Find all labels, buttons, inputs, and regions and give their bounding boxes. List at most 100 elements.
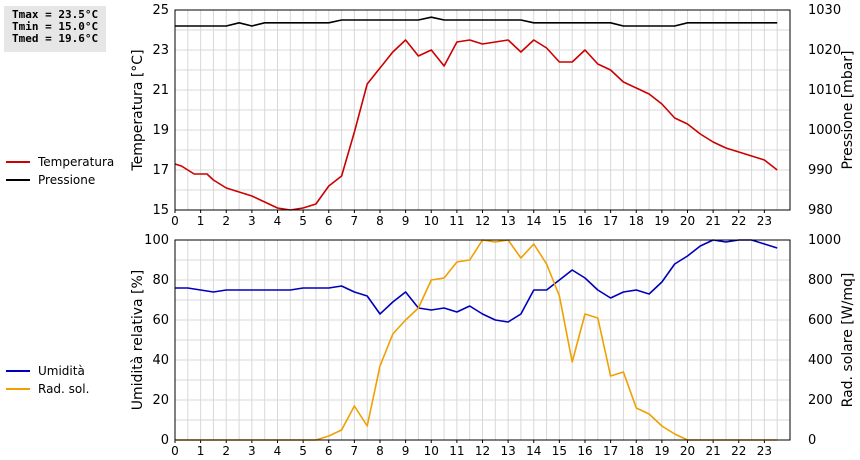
top-y-tick-label: 15	[152, 203, 169, 218]
bottom-frame	[174, 239, 791, 441]
bottom-x-tick-label: 13	[500, 444, 515, 458]
bottom-y-right-axis-label: Rad. solare [W/mq]	[840, 273, 856, 408]
top-x-tick-label: 10	[424, 214, 439, 228]
top-x-tick-label: 3	[248, 214, 256, 228]
bottom-y-tick-label: 60	[152, 313, 169, 328]
top-y-right-axis-label: Pressione [mbar]	[840, 50, 856, 169]
bottom-x-tick-label: 0	[171, 444, 179, 458]
top-x-tick-label: 6	[325, 214, 333, 228]
top-x-tick-label: 9	[402, 214, 410, 228]
top-y-right-tick-label: 1030	[808, 3, 841, 18]
bottom-x-tick-label: 14	[526, 444, 541, 458]
top-y-tick-label: 19	[152, 123, 169, 138]
top-x-tick-label: 7	[351, 214, 359, 228]
top-x-tick-label: 2	[222, 214, 230, 228]
top-y-tick-label: 25	[152, 3, 169, 18]
bottom-y-tick-label: 100	[144, 233, 169, 248]
bottom-y-right-tick-label: 1000	[808, 233, 841, 248]
legend-item-pressione: Pressione	[6, 171, 114, 189]
legend-label-umidita: Umidità	[38, 364, 85, 378]
top-y-tick-label: 23	[152, 43, 169, 58]
bottom-series-umidit	[175, 239, 778, 323]
top-y-right-tick-label: 1020	[808, 43, 841, 58]
bottom-x-tick-label: 23	[757, 444, 772, 458]
bottom-x-tick-label: 20	[680, 444, 695, 458]
bottom-x-tick-label: 21	[705, 444, 720, 458]
legend-swatch-pressione	[6, 179, 30, 181]
bottom-x-tick-label: 9	[402, 444, 410, 458]
bottom-x-tick-label: 19	[654, 444, 669, 458]
bottom-y-right-tick-label: 400	[808, 353, 833, 368]
bottom-x-tick-label: 16	[577, 444, 592, 458]
bottom-x-tick-label: 15	[552, 444, 567, 458]
bottom-x-tick-label: 12	[475, 444, 490, 458]
bottom-x-tick-label: 7	[351, 444, 359, 458]
bottom-x-tick-label: 4	[274, 444, 282, 458]
top-x-tick-label: 17	[603, 214, 618, 228]
bottom-x-tick-label: 11	[449, 444, 464, 458]
legend-item-umidita: Umidità	[6, 362, 85, 380]
bottom-x-tick-label: 2	[222, 444, 230, 458]
bottom-x-tick-label: 3	[248, 444, 256, 458]
top-x-tick-label: 0	[171, 214, 179, 228]
bottom-y-axis-label: Umidità relativa [%]	[130, 270, 146, 411]
top-chart: 0 1 2 3 4 5 6 7 8 9 10 11 12 13 14 15 16 17 18 19 20 21 22 2315…	[130, 3, 856, 228]
bottom-x-tick-label: 8	[376, 444, 384, 458]
legend-top: Temperatura Pressione	[6, 153, 114, 189]
top-x-tick-label: 14	[526, 214, 541, 228]
top-x-tick-label: 18	[629, 214, 644, 228]
tmax-label: Tmax = 23.5°C	[12, 8, 99, 21]
legend-label-temperatura: Temperatura	[38, 155, 115, 169]
top-x-tick-label: 1	[197, 214, 205, 228]
top-x-tick-label: 21	[705, 214, 720, 228]
top-series-temperatura	[174, 39, 778, 211]
top-series-pressione	[175, 16, 778, 27]
top-y-right-tick-label: 990	[808, 163, 833, 178]
top-y-axis-label: Temperatura [°C]	[130, 49, 146, 171]
bottom-y-tick-label: 40	[152, 353, 169, 368]
top-x-tick-label: 8	[376, 214, 384, 228]
bottom-y-right-tick-label: 0	[808, 433, 816, 448]
legend-swatch-rad-sol	[6, 388, 30, 390]
top-x-tick-label: 5	[299, 214, 307, 228]
bottom-chart: 0 1 2 3 4 5 6 7 8 9 10 11 12 13 14 15 16 17 18 19 20 21 22 2302…	[130, 233, 856, 458]
stats-box: Tmax = 23.5°C Tmin = 15.0°C Tmed = 19.6°…	[4, 6, 106, 52]
legend-swatch-temperatura	[6, 161, 30, 163]
bottom-y-right-tick-label: 600	[808, 313, 833, 328]
top-y-tick-label: 17	[152, 163, 169, 178]
top-x-tick-label: 16	[577, 214, 592, 228]
top-x-tick-label: 23	[757, 214, 772, 228]
bottom-y-tick-label: 0	[161, 433, 169, 448]
legend-swatch-umidita	[6, 370, 30, 372]
top-x-tick-label: 11	[449, 214, 464, 228]
bottom-x-tick-label: 17	[603, 444, 618, 458]
bottom-x-tick-label: 5	[299, 444, 307, 458]
legend-item-temperatura: Temperatura	[6, 153, 114, 171]
bottom-x-tick-label: 10	[424, 444, 439, 458]
top-x-tick-label: 20	[680, 214, 695, 228]
top-x-tick-label: 22	[731, 214, 746, 228]
bottom-x-tick-label: 1	[197, 444, 205, 458]
bottom-y-tick-label: 20	[152, 393, 169, 408]
top-y-right-tick-label: 1000	[808, 123, 841, 138]
top-x-tick-label: 12	[475, 214, 490, 228]
legend-item-rad-sol: Rad. sol.	[6, 380, 89, 398]
top-frame	[174, 9, 791, 211]
top-x-tick-label: 19	[654, 214, 669, 228]
legend-label-rad-sol: Rad. sol.	[38, 382, 90, 396]
bottom-y-right-tick-label: 800	[808, 273, 833, 288]
bottom-x-tick-label: 22	[731, 444, 746, 458]
top-x-tick-label: 13	[500, 214, 515, 228]
bottom-y-right-tick-label: 200	[808, 393, 833, 408]
bottom-x-tick-label: 18	[629, 444, 644, 458]
top-x-tick-label: 15	[552, 214, 567, 228]
top-y-tick-label: 21	[152, 83, 169, 98]
bottom-x-tick-label: 6	[325, 444, 333, 458]
tmin-label: Tmin = 15.0°C	[12, 20, 99, 33]
top-y-right-tick-label: 980	[808, 203, 833, 218]
bottom-y-tick-label: 80	[152, 273, 169, 288]
tmed-label: Tmed = 19.6°C	[12, 32, 99, 45]
legend-label-pressione: Pressione	[38, 173, 96, 187]
top-x-tick-label: 4	[274, 214, 282, 228]
